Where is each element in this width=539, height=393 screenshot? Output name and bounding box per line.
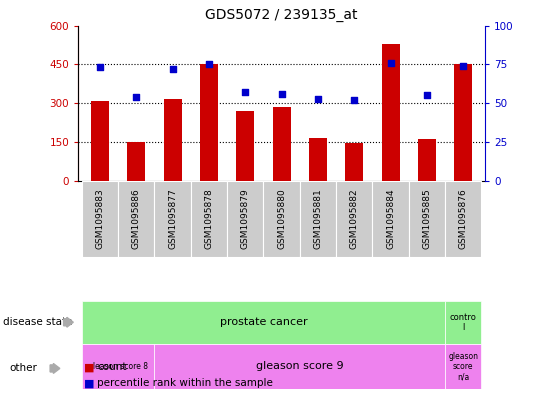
Text: GSM1095879: GSM1095879 [241, 189, 250, 250]
Text: GSM1095876: GSM1095876 [459, 189, 468, 250]
Text: GSM1095878: GSM1095878 [204, 189, 213, 250]
Point [423, 92, 431, 99]
Bar [345, 143, 363, 181]
Text: gleason
score
n/a: gleason score n/a [448, 352, 478, 381]
Point [205, 61, 213, 68]
Point [459, 63, 468, 69]
Bar [372, 181, 409, 257]
Point [132, 94, 141, 100]
Bar [336, 181, 372, 257]
Text: GSM1095886: GSM1095886 [132, 189, 141, 250]
Text: ■: ■ [84, 378, 94, 388]
Bar [273, 107, 291, 181]
Bar [227, 181, 264, 257]
Bar [82, 301, 445, 344]
Text: GSM1095885: GSM1095885 [423, 189, 431, 250]
Bar [445, 181, 481, 257]
Text: GSM1095883: GSM1095883 [95, 189, 105, 250]
Bar [200, 64, 218, 181]
Bar [445, 301, 481, 344]
Bar [264, 181, 300, 257]
Bar [163, 99, 182, 181]
Text: percentile rank within the sample: percentile rank within the sample [97, 378, 273, 388]
Text: GSM1095884: GSM1095884 [386, 189, 395, 250]
Point [95, 64, 104, 71]
Text: GSM1095880: GSM1095880 [277, 189, 286, 250]
Bar [309, 138, 327, 181]
Bar [127, 142, 146, 181]
Bar [445, 344, 481, 389]
Text: disease state: disease state [3, 317, 72, 327]
Bar [382, 44, 400, 181]
Bar [191, 181, 227, 257]
Point [386, 60, 395, 66]
Text: contro
l: contro l [450, 312, 476, 332]
Text: GSM1095877: GSM1095877 [168, 189, 177, 250]
Bar [300, 181, 336, 257]
Point [241, 89, 250, 95]
Bar [82, 344, 155, 389]
Point [350, 97, 358, 103]
Point [314, 95, 322, 102]
Point [278, 91, 286, 97]
Text: GSM1095881: GSM1095881 [314, 189, 322, 250]
Text: prostate cancer: prostate cancer [220, 317, 307, 327]
Bar [118, 181, 155, 257]
Bar [155, 344, 445, 389]
Bar [236, 111, 254, 181]
Text: GSM1095882: GSM1095882 [350, 189, 359, 250]
Bar [82, 181, 118, 257]
Bar [91, 101, 109, 181]
Point [168, 66, 177, 72]
Text: gleason score 8: gleason score 8 [88, 362, 148, 371]
Bar [409, 181, 445, 257]
Bar [454, 64, 472, 181]
Title: GDS5072 / 239135_at: GDS5072 / 239135_at [205, 8, 358, 22]
Text: other: other [10, 364, 38, 373]
Text: gleason score 9: gleason score 9 [256, 362, 343, 371]
Bar [155, 181, 191, 257]
Text: ■: ■ [84, 362, 94, 373]
Bar [418, 140, 436, 181]
Text: count: count [97, 362, 127, 373]
